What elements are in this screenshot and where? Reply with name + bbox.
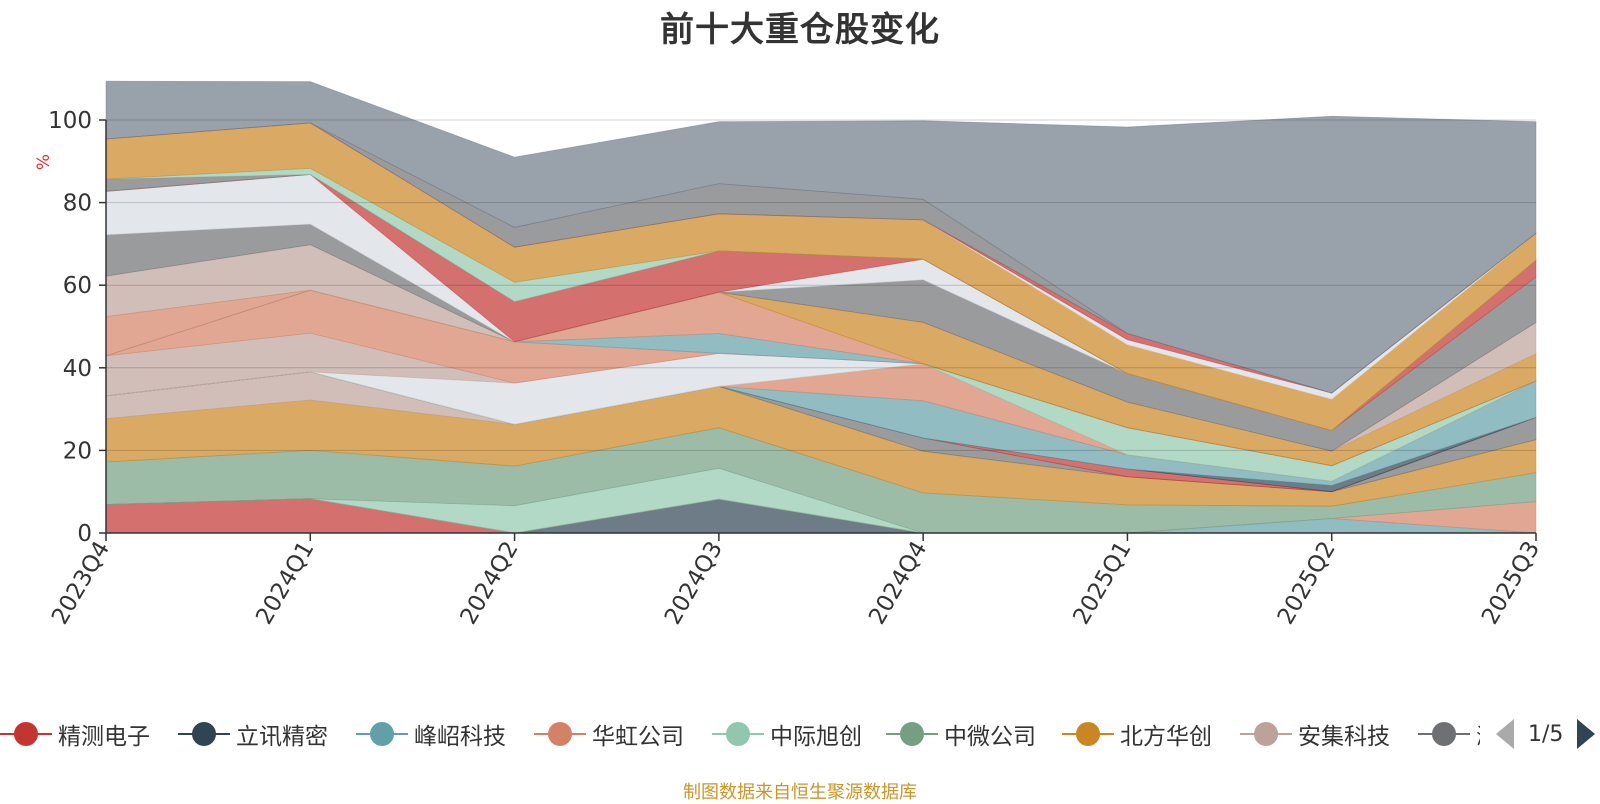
legend-label: 安集科技 [1298,724,1390,750]
x-tick-label: 2025Q2 [1273,537,1341,629]
legend-label: 精测电子 [58,724,150,750]
legend-item[interactable]: 华虹公司 [534,712,684,756]
legend-label: 峰岹科技 [414,724,506,750]
legend-item[interactable]: 澜起科技 [1418,712,1480,756]
legend-marker-dot [900,722,924,746]
x-tick-label: 2023Q4 [47,537,115,629]
legend-marker-icon [356,712,408,756]
legend-marker-dot [1076,722,1100,746]
legend-label: 澜起科技 [1476,717,1480,751]
y-axis-label: % [34,154,54,170]
legend-item[interactable]: 中际旭创 [712,712,862,756]
legend-label: 立讯精密 [236,724,328,750]
y-tick-label: 20 [63,438,92,464]
y-tick-label: 80 [63,191,92,217]
y-tick-label: 0 [77,521,92,547]
legend-marker-dot [192,722,216,746]
legend-page-indicator: 1/5 [1528,721,1564,747]
x-tick-label: 2025Q1 [1068,537,1136,629]
legend-label: 中微公司 [944,724,1036,750]
legend-marker-icon [1240,712,1292,756]
legend-item[interactable]: 精测电子 [0,712,150,756]
legend-label: 北方华创 [1120,724,1212,750]
y-tick-label: 100 [48,108,92,134]
legend-marker-dot [1254,722,1278,746]
y-tick-label: 40 [63,356,92,382]
legend-marker-dot [726,722,750,746]
legend-item[interactable]: 峰岹科技 [356,712,506,756]
area-series-31 [105,80,1537,394]
legend-marker-dot [14,722,38,746]
legend-marker-dot [1432,722,1456,746]
legend-marker-icon [534,712,586,756]
legend-marker-dot [548,722,572,746]
legend-marker-icon [886,712,938,756]
legend-item[interactable]: 安集科技 [1240,712,1390,756]
x-tick-label: 2024Q2 [456,537,524,629]
legend-next-page-icon[interactable] [1577,719,1596,749]
x-tick-label: 2024Q1 [251,537,319,629]
x-tick-label: 2024Q3 [660,537,728,629]
legend: 精测电子 立讯精密 峰岹科技 华虹公司 中际旭创 中微公司 北方华创 安集科技 澜起科技 [0,712,1480,756]
data-source-note: 制图数据来自恒生聚源数据库 [683,782,917,803]
legend-marker-dot [370,722,394,746]
legend-marker-icon [1418,712,1470,756]
x-tick-label: 2025Q3 [1477,537,1545,629]
x-tick-label: 2024Q4 [864,537,932,629]
legend-item[interactable]: 北方华创 [1062,712,1212,756]
chart-title: 前十大重仓股变化 [660,10,940,50]
legend-item[interactable]: 立讯精密 [178,712,328,756]
legend-label: 中际旭创 [770,724,862,750]
legend-marker-icon [712,712,764,756]
stacked-area-chart: 0 20 40 60 80 100 2023Q4 2024Q1 2024Q2 2024Q3 2024… [34,80,1545,629]
legend-marker-icon [1062,712,1114,756]
legend-label: 华虹公司 [592,724,684,750]
legend-pager: 1/5 [1496,714,1596,754]
legend-marker-icon [178,712,230,756]
y-tick-label: 60 [63,273,92,299]
legend-item[interactable]: 中微公司 [886,712,1036,756]
legend-prev-page-icon[interactable] [1496,719,1514,749]
legend-marker-icon [0,712,52,756]
